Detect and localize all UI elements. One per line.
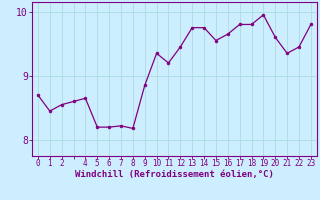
X-axis label: Windchill (Refroidissement éolien,°C): Windchill (Refroidissement éolien,°C) bbox=[75, 170, 274, 179]
